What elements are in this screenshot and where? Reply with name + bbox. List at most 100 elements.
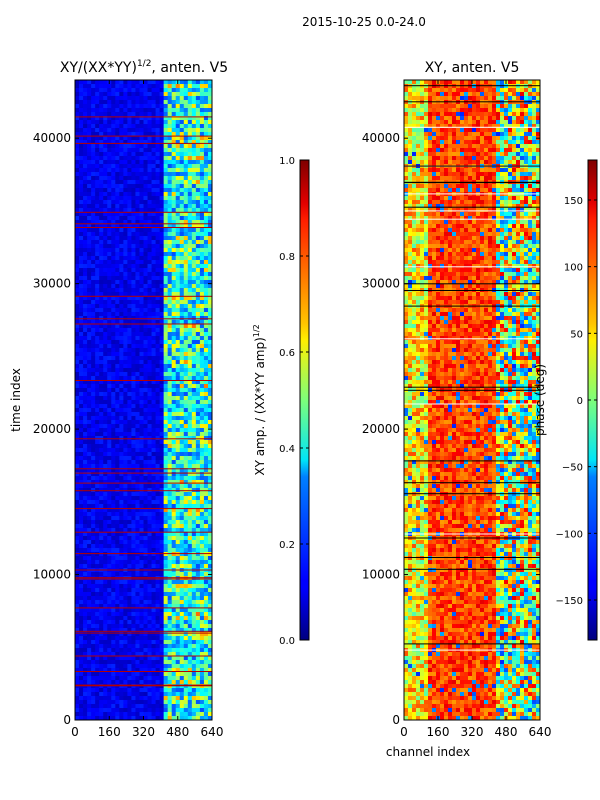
heat-cell [203,460,209,465]
heat-cell [99,456,104,461]
heat-cell [139,476,145,481]
heat-cell [95,312,100,317]
heat-cell [135,336,141,341]
heat-cell [147,224,153,229]
heat-cell [207,248,212,253]
heat-cell [195,640,201,645]
heat-cell [183,440,189,445]
heat-cell [127,664,133,669]
heat-cell [107,208,112,213]
heat-cell [155,80,161,85]
heat-cell [75,396,80,401]
heat-cell [127,424,133,429]
heat-cell [203,600,209,605]
heat-cell [99,408,104,413]
heat-cell [79,384,84,389]
heat-cell [191,252,197,257]
heat-cell [195,576,201,581]
heat-cell [111,168,116,173]
heat-cell [195,644,201,649]
heat-cell [131,96,137,101]
heat-cell [183,392,189,397]
heat-cell [75,200,80,205]
heat-cell [175,444,181,449]
heat-cell [135,156,141,161]
heat-cell [183,640,189,645]
heat-cell [79,448,84,453]
heat-cell [207,516,212,521]
heat-cell [99,276,104,281]
heat-cell [143,300,149,305]
heat-cell [151,572,157,577]
heat-cell [147,256,153,261]
heat-cell [159,292,165,297]
heat-cell [183,360,189,365]
heat-cell [107,352,112,357]
heat-cell [123,636,128,641]
heat-cell [99,440,104,445]
heat-cell [195,532,201,537]
heat-cell [91,528,96,533]
heat-cell [79,168,84,173]
heat-cell [95,116,100,121]
heat-cell [199,320,205,325]
heat-cell [75,348,80,353]
heat-cell [83,508,88,513]
heat-cell [119,200,124,205]
heat-cell [127,364,133,369]
heat-cell [167,452,173,457]
heat-cell [171,464,177,469]
heat-cell [91,424,96,429]
heat-cell [95,136,100,141]
heat-cell [171,276,177,281]
heat-cell [95,152,100,157]
heat-cell [175,612,181,617]
heat-cell [159,84,165,89]
heat-cell [111,424,116,429]
heat-cell [147,216,153,221]
heat-cell [119,364,124,369]
heat-cell [163,308,169,313]
heat-cell [107,148,112,153]
heat-cell [103,356,108,361]
heat-cell [151,368,157,373]
heat-cell [187,408,193,413]
heat-cell [199,556,205,561]
heat-cell [207,252,212,257]
heat-cell [127,560,133,565]
heat-cell [147,244,153,249]
heat-cell [91,508,96,513]
heat-cell [175,344,181,349]
heat-cell [135,224,141,229]
heat-cell [187,640,193,645]
heat-cell [79,256,84,261]
heat-cell [183,280,189,285]
heat-cell [127,284,133,289]
heat-cell [147,460,153,465]
heat-cell [103,156,108,161]
heat-cell [199,208,205,213]
heat-cell [179,204,185,209]
heat-cell [127,200,133,205]
heat-cell [127,548,133,553]
heat-cell [123,548,128,553]
heat-cell [99,640,104,645]
heat-cell [191,192,197,197]
heat-cell [139,416,145,421]
heat-cell [155,320,161,325]
heat-cell [195,140,201,145]
heat-cell [87,164,92,169]
heat-cell [83,472,88,477]
heat-cell [171,80,177,85]
heat-cell [203,168,209,173]
heat-cell [127,524,133,529]
heat-cell [179,548,185,553]
heat-cell [95,308,100,313]
heat-cell [187,236,193,241]
heat-cell [87,160,92,165]
heat-cell [163,652,169,657]
heat-cell [79,336,84,341]
heat-cell [87,396,92,401]
heat-cell [187,280,193,285]
heat-cell [75,416,80,421]
